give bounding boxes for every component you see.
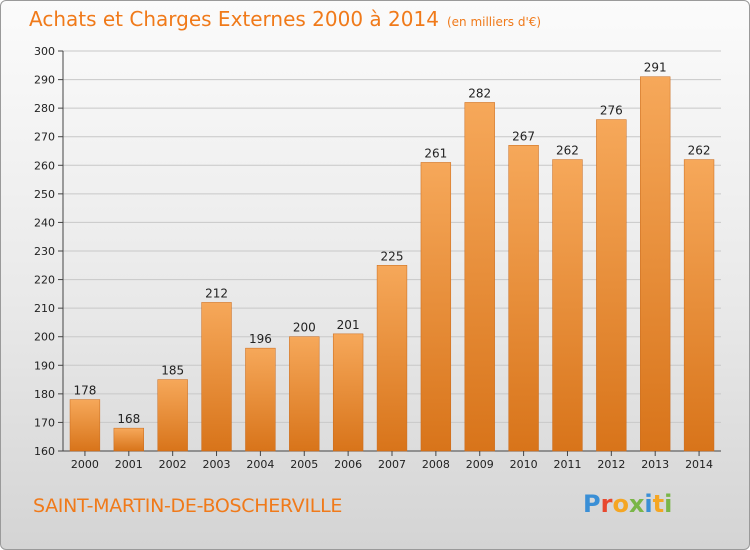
x-tick-label: 2001: [115, 458, 143, 471]
data-label: 291: [644, 61, 667, 75]
data-label: 267: [512, 129, 535, 143]
x-tick-label: 2011: [553, 458, 581, 471]
data-label: 282: [468, 86, 491, 100]
y-tick-label: 170: [34, 416, 55, 429]
y-tick-label: 290: [34, 74, 55, 87]
logo-letter: t: [652, 490, 665, 518]
data-label: 185: [161, 364, 184, 378]
bar: [289, 336, 320, 452]
logo-letter: o: [612, 490, 629, 518]
x-tick-label: 2013: [641, 458, 669, 471]
bar: [113, 427, 144, 452]
data-label: 196: [249, 332, 272, 346]
chart-title: Achats et Charges Externes 2000 à 2014 (e…: [29, 7, 541, 31]
bar: [332, 333, 364, 452]
logo-letter: P: [583, 490, 601, 518]
bar: [420, 162, 452, 452]
x-tick-label: 2005: [290, 458, 318, 471]
y-tick-label: 210: [34, 302, 55, 315]
bar: [596, 119, 627, 452]
x-tick-label: 2006: [334, 458, 362, 471]
bar: [376, 265, 408, 452]
bar: [683, 159, 715, 452]
chart-subtitle: (en milliers d'€): [446, 15, 542, 29]
y-tick-label: 300: [34, 45, 55, 58]
logo-letter: r: [600, 490, 613, 518]
x-tick-label: 2003: [203, 458, 231, 471]
data-label: 168: [117, 412, 140, 426]
data-label: 178: [73, 384, 96, 398]
y-tick-label: 230: [34, 245, 55, 258]
bar: [201, 302, 232, 452]
bar: [640, 76, 671, 452]
y-tick-label: 250: [34, 188, 55, 201]
data-label: 262: [688, 144, 711, 158]
bar: [245, 347, 276, 452]
bar: [552, 159, 583, 452]
x-tick-label: 2002: [159, 458, 187, 471]
y-tick-label: 160: [34, 445, 55, 458]
data-label: 261: [424, 146, 447, 160]
y-tick-label: 270: [34, 131, 55, 144]
commune-name: SAINT-MARTIN-DE-BOSCHERVILLE: [33, 495, 343, 517]
y-tick-label: 190: [34, 359, 55, 372]
y-tick-label: 240: [34, 216, 55, 229]
data-label: 262: [556, 144, 579, 158]
logo-letter: i: [644, 490, 653, 518]
x-tick-label: 2010: [510, 458, 538, 471]
y-tick-label: 200: [34, 331, 55, 344]
y-tick-label: 220: [34, 274, 55, 287]
x-tick-label: 2000: [71, 458, 99, 471]
x-tick-label: 2014: [685, 458, 713, 471]
y-tick-label: 260: [34, 159, 55, 172]
logo-letter: x: [628, 490, 645, 518]
data-label: 276: [600, 104, 623, 118]
data-label: 201: [337, 318, 360, 332]
x-tick-label: 2008: [422, 458, 450, 471]
data-label: 212: [205, 286, 228, 300]
y-tick-label: 180: [34, 388, 55, 401]
logo-letter: i: [664, 490, 673, 518]
bar: [464, 102, 495, 452]
bar: [508, 145, 539, 452]
proxiti-logo: Proxiti: [583, 490, 672, 518]
data-label: 200: [293, 321, 316, 335]
y-tick-label: 280: [34, 102, 55, 115]
x-tick-label: 2009: [466, 458, 494, 471]
x-tick-label: 2012: [597, 458, 625, 471]
data-label: 225: [381, 249, 404, 263]
x-tick-label: 2007: [378, 458, 406, 471]
x-tick-label: 2004: [246, 458, 274, 471]
bar: [69, 399, 101, 452]
bar: [157, 379, 188, 452]
chart-title-text: Achats et Charges Externes 2000 à 2014: [29, 7, 439, 31]
